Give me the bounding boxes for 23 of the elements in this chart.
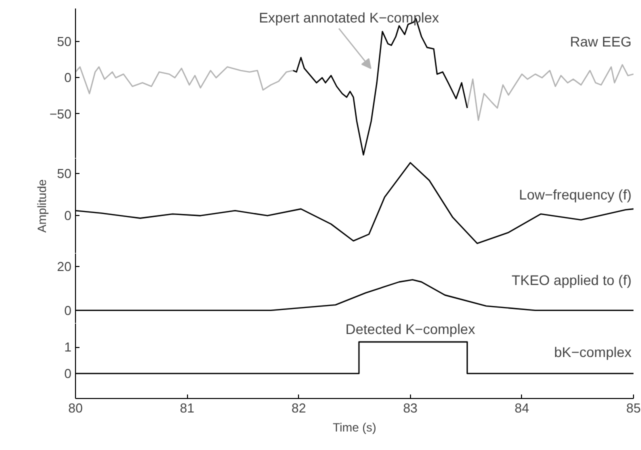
x-axis-title: Time (s) — [332, 420, 376, 434]
x-tick-label: 81 — [180, 400, 194, 416]
x-tick-label: 84 — [514, 400, 530, 416]
annotation: Detected K−complex — [346, 320, 476, 337]
y-axis-title: Amplitude — [35, 178, 50, 233]
x-tick-label: 80 — [68, 400, 83, 416]
annotation: Expert annotated K−complex — [258, 10, 440, 26]
series-label: Raw EEG — [570, 34, 632, 50]
y-tick-label: 0 — [64, 302, 72, 318]
x-tick-label: 85 — [626, 400, 641, 416]
y-tick-label: 0 — [64, 70, 72, 86]
series-label: Low−frequency (f) — [519, 186, 632, 203]
x-tick-label: 82 — [291, 400, 306, 416]
y-tick-label: 50 — [57, 34, 72, 50]
y-tick-label: 50 — [57, 166, 72, 182]
x-tick-label: 83 — [403, 400, 418, 416]
y-tick-label: 1 — [64, 340, 72, 355]
series-label: TKEO applied to (f) — [512, 272, 632, 288]
y-tick-label: 20 — [57, 259, 72, 274]
series-label: bK−complex — [554, 344, 632, 360]
y-tick-label: 0 — [64, 366, 72, 381]
y-tick-label: −50 — [49, 106, 72, 122]
y-tick-label: 0 — [64, 208, 72, 224]
